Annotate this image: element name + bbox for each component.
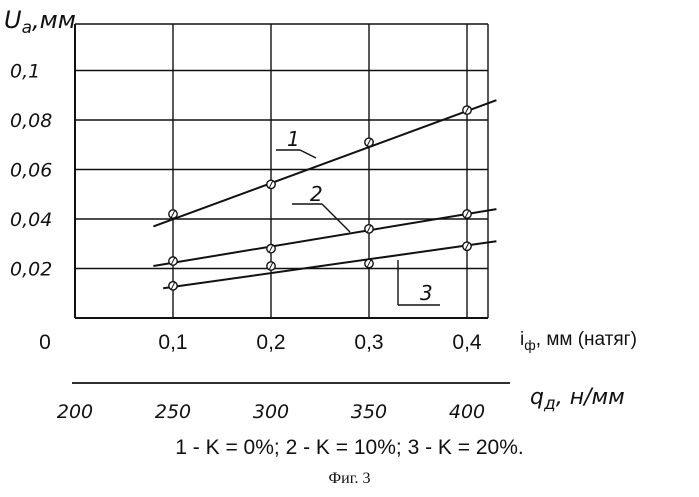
series-label-leader	[300, 150, 316, 158]
x-axis-label-text: iф, мм (натяг)	[520, 329, 637, 353]
legend-text: 1 - K = 0%; 2 - K = 10%; 3 - K = 20%.	[0, 436, 699, 460]
data-point-series-1	[267, 180, 275, 188]
x-tick-labels: 0,1 0,2 0,3 0,4	[158, 331, 482, 354]
data-point-series-2	[365, 225, 373, 233]
x-tick-label: 0,1	[158, 331, 187, 354]
x2-tick-label: 300	[253, 401, 289, 423]
y-tick-label: 0,06	[10, 160, 52, 182]
data-point-series-3	[463, 242, 471, 250]
x2-tick-label: 250	[155, 401, 191, 423]
x-axis-label: iф, мм (натяг)	[520, 329, 637, 353]
y-axis-label: Ua,мм	[4, 6, 76, 38]
data-point-series-2	[267, 245, 275, 253]
x-tick-label: 0,3	[354, 331, 383, 354]
data-point-series-3	[169, 282, 177, 290]
data-point-series-1	[169, 210, 177, 218]
y-tick-label: 0,1	[10, 61, 40, 83]
y-tick-label: 0,08	[10, 110, 52, 132]
figure-caption: Фиг. 3	[0, 470, 699, 488]
data-point-series-3	[365, 259, 373, 267]
series-label-1: 1	[287, 127, 300, 151]
series-label-3: 3	[420, 281, 433, 305]
data-point-series-1	[463, 106, 471, 114]
series-label-2: 2	[310, 182, 323, 206]
origin-label: 0	[39, 331, 51, 354]
secondary-x-axis: 200 250 300 350 400	[57, 383, 510, 423]
x-tick-label: 0,4	[452, 331, 482, 354]
data-point-series-2	[463, 210, 471, 218]
x-tick-label: 0,2	[256, 331, 285, 354]
x2-tick-label: 350	[351, 401, 387, 423]
data-point-series-1	[365, 138, 373, 146]
x2-tick-label: 200	[57, 401, 93, 423]
y-tick-label: 0,02	[10, 259, 52, 281]
grid	[75, 24, 488, 318]
data-point-series-2	[169, 257, 177, 265]
x2-axis-label-text: qд, н/мм	[530, 385, 625, 414]
series-line-2	[153, 209, 496, 266]
series-lines	[153, 100, 496, 288]
data-point-series-3	[267, 262, 275, 270]
x2-tick-label: 400	[449, 401, 485, 423]
y-axis-label-text: Ua,мм	[4, 6, 76, 38]
series-label-leader	[322, 204, 350, 232]
y-tick-label: 0,04	[10, 209, 52, 231]
x2-axis-label: qд, н/мм	[530, 385, 625, 414]
y-tick-labels: 0,02 0,04 0,06 0,08 0,1	[10, 61, 52, 281]
series-line-3	[163, 241, 496, 288]
